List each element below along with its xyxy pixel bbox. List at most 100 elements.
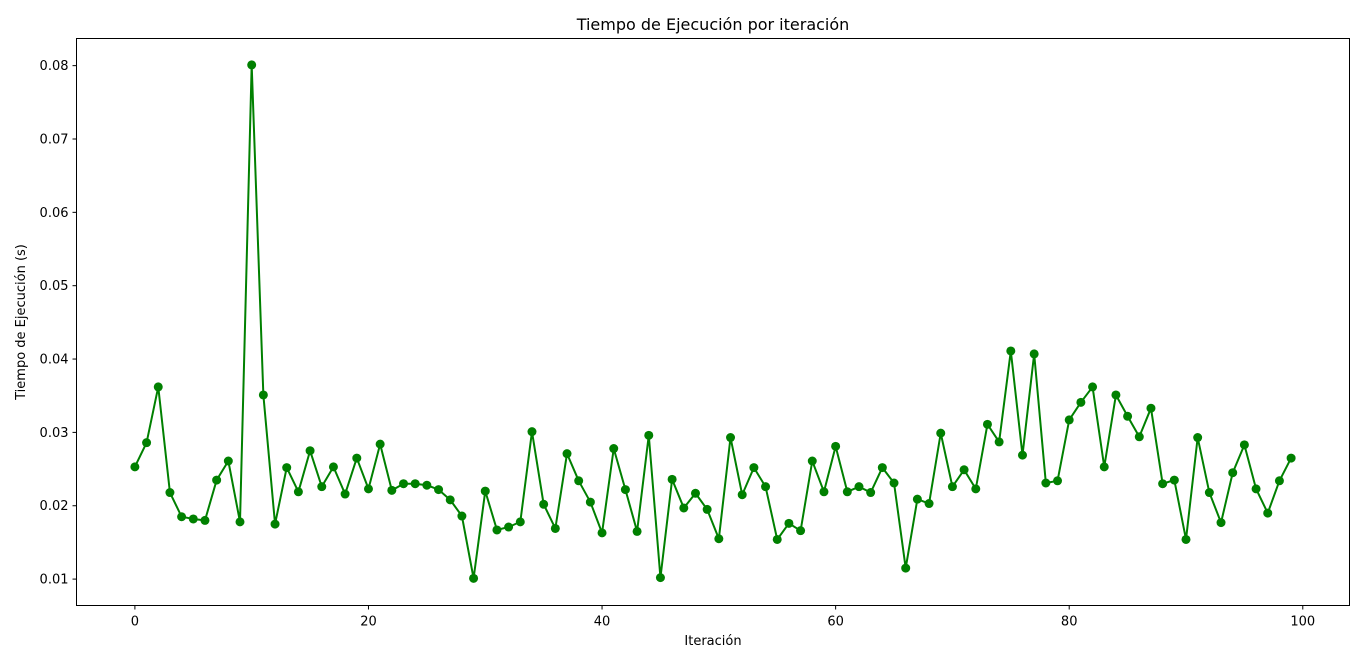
data-point xyxy=(854,482,864,492)
data-point xyxy=(726,433,736,443)
data-point xyxy=(1251,484,1261,494)
data-point xyxy=(375,439,385,449)
data-point xyxy=(1041,478,1051,488)
data-point xyxy=(445,495,455,505)
data-point xyxy=(387,485,397,495)
data-point xyxy=(434,485,444,495)
data-point xyxy=(994,437,1004,447)
data-point xyxy=(889,478,899,488)
data-point xyxy=(1228,468,1238,478)
data-point xyxy=(866,488,876,498)
data-point xyxy=(924,499,934,509)
data-point xyxy=(1099,462,1109,472)
data-point xyxy=(212,475,222,485)
data-point xyxy=(1169,475,1179,485)
data-point xyxy=(597,528,607,538)
chart-title: Tiempo de Ejecución por iteración xyxy=(576,15,850,34)
data-point xyxy=(504,522,514,532)
data-point xyxy=(363,484,373,494)
data-point xyxy=(1158,479,1168,489)
data-point xyxy=(737,490,747,500)
data-point xyxy=(1111,390,1121,400)
data-point xyxy=(842,487,852,497)
data-point xyxy=(1274,476,1284,486)
data-point xyxy=(562,449,572,459)
data-point xyxy=(971,484,981,494)
data-point xyxy=(282,463,292,473)
data-point xyxy=(165,488,175,498)
x-axis-label: Iteración xyxy=(684,634,741,649)
y-tick-label: 0.02 xyxy=(40,499,69,514)
data-point xyxy=(1216,518,1226,528)
data-point xyxy=(644,430,654,440)
data-point xyxy=(422,480,432,490)
data-point xyxy=(1029,349,1039,359)
y-axis: 0.01 0.02 0.03 0.04 0.05 0.06 0.07 0.08 xyxy=(40,59,77,588)
y-tick-label: 0.05 xyxy=(40,279,69,294)
data-point xyxy=(609,444,619,454)
data-point xyxy=(1239,440,1249,450)
data-point xyxy=(1204,488,1214,498)
data-point xyxy=(620,485,630,495)
data-point xyxy=(702,504,712,514)
data-point xyxy=(130,462,140,472)
data-point xyxy=(1088,382,1098,392)
data-point xyxy=(901,563,911,573)
data-point xyxy=(982,419,992,429)
data-point xyxy=(831,441,841,451)
data-point xyxy=(1286,453,1296,463)
plot-frame xyxy=(76,38,1350,606)
data-point xyxy=(1123,411,1133,421)
data-point xyxy=(188,514,198,524)
data-point xyxy=(293,487,303,497)
data-point xyxy=(457,511,467,521)
series-line-group xyxy=(133,63,1292,580)
x-tick-label: 40 xyxy=(594,615,611,630)
data-point xyxy=(1134,432,1144,442)
data-point xyxy=(492,525,502,535)
data-point xyxy=(667,474,677,484)
x-tick-label: 0 xyxy=(131,615,139,630)
y-tick-label: 0.08 xyxy=(40,59,69,74)
y-axis-label: Tiempo de Ejecución (s) xyxy=(14,244,29,401)
data-point xyxy=(153,382,163,392)
data-point xyxy=(772,534,782,544)
data-point xyxy=(328,462,338,472)
data-point xyxy=(1181,534,1191,544)
data-point xyxy=(177,512,187,522)
data-point xyxy=(305,446,315,456)
data-point xyxy=(223,456,233,466)
x-tick-label: 80 xyxy=(1061,615,1078,630)
data-point xyxy=(247,60,257,70)
data-point xyxy=(959,465,969,475)
data-point xyxy=(550,523,560,533)
x-tick-label: 60 xyxy=(827,615,844,630)
data-point xyxy=(1064,415,1074,425)
data-point xyxy=(142,438,152,448)
x-axis: 0 20 40 60 80 100 xyxy=(131,605,1315,630)
data-point xyxy=(410,479,420,489)
data-point xyxy=(655,573,665,583)
data-point xyxy=(807,456,817,466)
data-point xyxy=(480,486,490,496)
data-point xyxy=(784,518,794,528)
y-tick-label: 0.03 xyxy=(40,426,69,441)
y-tick-label: 0.06 xyxy=(40,206,69,221)
data-point xyxy=(1146,403,1156,413)
data-point xyxy=(632,526,642,536)
data-point xyxy=(936,428,946,438)
y-tick-label: 0.01 xyxy=(40,573,69,588)
x-tick-label: 100 xyxy=(1290,615,1315,630)
data-point xyxy=(796,526,806,536)
data-point xyxy=(235,517,245,527)
data-point xyxy=(947,482,957,492)
data-point xyxy=(679,503,689,513)
y-tick-label: 0.04 xyxy=(40,353,69,368)
data-point xyxy=(690,488,700,498)
data-point xyxy=(585,497,595,507)
y-tick-label: 0.07 xyxy=(40,132,69,147)
data-point xyxy=(258,390,268,400)
data-point xyxy=(912,494,922,504)
